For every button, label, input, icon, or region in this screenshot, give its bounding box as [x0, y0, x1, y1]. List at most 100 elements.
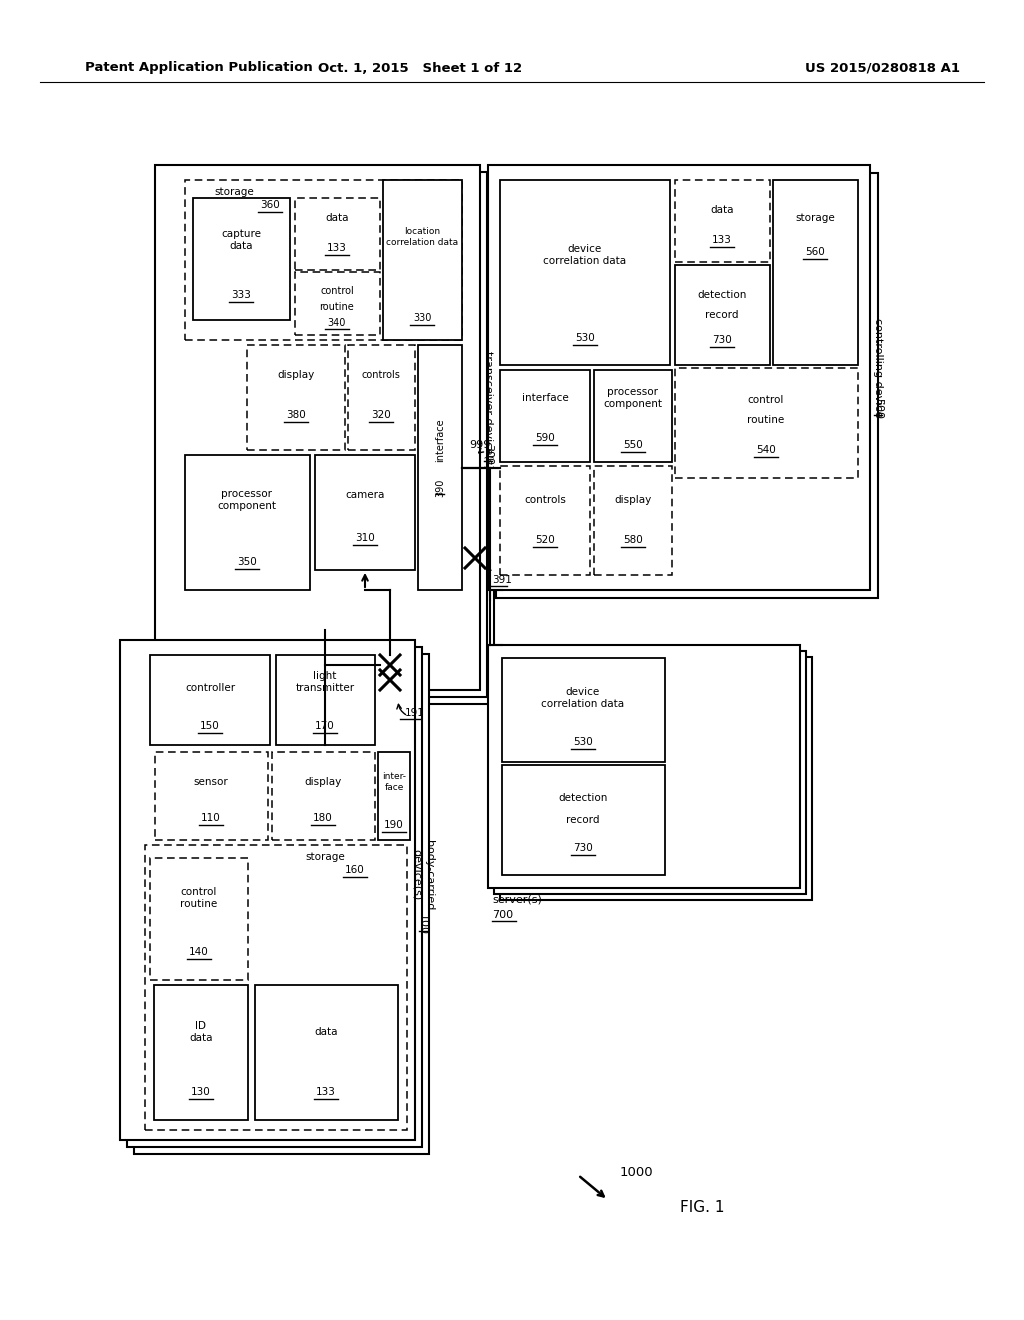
Bar: [134, 653, 429, 1154]
Text: control: control: [321, 286, 354, 296]
Bar: [500, 466, 590, 576]
Text: controlling device: controlling device: [873, 318, 883, 417]
Text: routine: routine: [748, 414, 784, 425]
Text: 540: 540: [756, 445, 776, 455]
Text: interface: interface: [435, 418, 445, 462]
Text: interface: interface: [521, 393, 568, 403]
Bar: [502, 657, 665, 762]
Text: 350: 350: [238, 557, 257, 568]
Bar: [500, 657, 812, 900]
Text: 1000: 1000: [620, 1166, 653, 1179]
Text: ID
data: ID data: [189, 1022, 213, 1043]
Text: 730: 730: [712, 335, 732, 345]
Bar: [162, 172, 487, 697]
Text: record: record: [706, 310, 738, 319]
Bar: [378, 752, 410, 840]
Bar: [295, 198, 380, 271]
Bar: [496, 173, 878, 598]
Text: Oct. 1, 2015   Sheet 1 of 12: Oct. 1, 2015 Sheet 1 of 12: [317, 62, 522, 74]
Text: 100: 100: [418, 915, 428, 936]
Text: 180: 180: [313, 813, 333, 822]
Text: 390: 390: [435, 479, 445, 498]
Bar: [675, 180, 770, 261]
Text: 133: 133: [712, 235, 732, 246]
Text: 300: 300: [483, 445, 493, 466]
Bar: [500, 370, 590, 462]
Text: device
correlation data: device correlation data: [542, 688, 625, 709]
Bar: [675, 265, 770, 366]
Text: inter-
face: inter- face: [382, 772, 406, 792]
Bar: [594, 370, 672, 462]
Bar: [169, 180, 494, 704]
Text: 520: 520: [536, 535, 555, 545]
Bar: [247, 345, 345, 450]
Text: 500: 500: [873, 397, 883, 418]
Text: detection: detection: [697, 290, 746, 300]
Text: storage: storage: [795, 213, 835, 223]
Text: light
transmitter: light transmitter: [296, 671, 354, 693]
Text: 133: 133: [327, 243, 347, 253]
Bar: [494, 651, 806, 894]
Bar: [185, 455, 310, 590]
Text: 333: 333: [231, 290, 251, 300]
Text: controls: controls: [361, 370, 400, 380]
Bar: [120, 640, 415, 1140]
Text: 140: 140: [189, 946, 209, 957]
Text: control
routine: control routine: [180, 887, 218, 908]
Text: data: data: [326, 213, 349, 223]
Text: 190: 190: [384, 820, 403, 830]
Bar: [150, 655, 270, 744]
Text: 170: 170: [315, 721, 335, 731]
Text: control: control: [748, 395, 784, 405]
Text: display: display: [278, 370, 314, 380]
Text: processor
component: processor component: [217, 490, 276, 511]
Bar: [675, 368, 858, 478]
Text: routine: routine: [319, 302, 354, 312]
Text: 160: 160: [345, 865, 365, 875]
Bar: [594, 466, 672, 576]
Text: 360: 360: [260, 201, 280, 210]
Text: 530: 530: [573, 737, 593, 747]
Text: storage: storage: [214, 187, 254, 197]
Text: camera: camera: [345, 490, 385, 500]
Bar: [127, 647, 422, 1147]
Text: controls: controls: [524, 495, 566, 506]
Text: storage: storage: [305, 851, 345, 862]
Bar: [315, 455, 415, 570]
Text: device
correlation data: device correlation data: [544, 244, 627, 265]
Text: sensor: sensor: [194, 777, 228, 787]
Text: 191: 191: [406, 708, 425, 718]
Text: 330: 330: [413, 313, 431, 323]
Text: 150: 150: [200, 721, 220, 731]
Text: US 2015/0280818 A1: US 2015/0280818 A1: [805, 62, 961, 74]
Text: 580: 580: [624, 535, 643, 545]
Bar: [502, 766, 665, 875]
Bar: [348, 345, 415, 450]
Bar: [773, 180, 858, 366]
Text: 110: 110: [201, 813, 221, 822]
Bar: [418, 345, 462, 590]
Text: 560: 560: [805, 247, 825, 257]
Text: 700: 700: [492, 909, 513, 920]
Text: FIG. 1: FIG. 1: [680, 1200, 725, 1216]
Text: data: data: [314, 1027, 338, 1038]
Text: record: record: [566, 814, 600, 825]
Text: 999: 999: [469, 440, 490, 450]
Text: location
correlation data: location correlation data: [386, 227, 458, 247]
Text: detection: detection: [558, 793, 607, 803]
Bar: [383, 180, 462, 341]
Text: 550: 550: [624, 440, 643, 450]
Bar: [272, 752, 375, 840]
Text: 320: 320: [371, 411, 391, 420]
Bar: [185, 180, 462, 341]
Text: capture
data: capture data: [221, 230, 261, 251]
Bar: [488, 645, 800, 888]
Bar: [488, 165, 870, 590]
Text: 310: 310: [355, 533, 375, 543]
Text: 340: 340: [328, 318, 346, 327]
Bar: [276, 655, 375, 744]
Bar: [150, 858, 248, 979]
Text: display: display: [304, 777, 342, 787]
Bar: [155, 752, 268, 840]
Text: transceiver device(s): transceiver device(s): [483, 351, 493, 469]
